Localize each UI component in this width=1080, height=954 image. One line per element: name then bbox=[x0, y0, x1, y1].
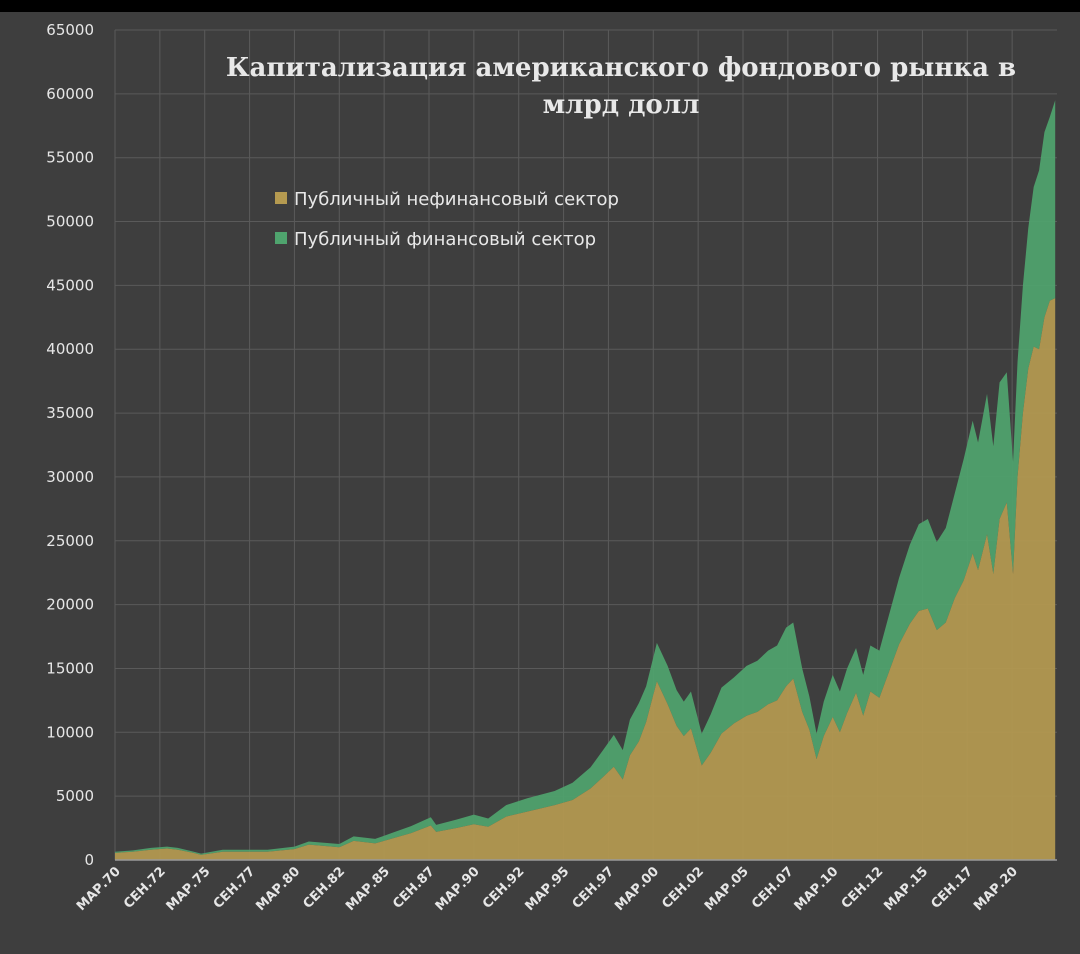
legend-swatch-nonfinancial bbox=[275, 192, 287, 204]
legend-swatch-financial bbox=[275, 232, 287, 244]
x-tick-label: СЕН.87 bbox=[390, 864, 438, 912]
chart-title-line-2: млрд долл bbox=[543, 90, 700, 120]
x-tick-label: МАР.05 bbox=[702, 864, 752, 914]
legend: Публичный нефинансовый сектор Публичный … bbox=[275, 189, 619, 250]
x-tick-label: МАР.95 bbox=[523, 864, 573, 914]
y-tick-label: 60000 bbox=[46, 85, 94, 103]
x-tick-label: СЕН.77 bbox=[211, 864, 259, 912]
x-tick-label: СЕН.82 bbox=[300, 864, 348, 912]
x-tick-label: МАР.20 bbox=[971, 864, 1021, 914]
legend-label-financial: Публичный финансовый сектор bbox=[294, 229, 596, 250]
y-tick-label: 50000 bbox=[46, 213, 94, 231]
x-tick-label: СЕН.12 bbox=[839, 864, 887, 912]
x-tick-label: СЕН.02 bbox=[659, 864, 707, 912]
chart-title: Капитализация американского фондового ры… bbox=[226, 53, 1016, 120]
y-tick-label: 25000 bbox=[46, 532, 94, 550]
x-tick-label: МАР.85 bbox=[343, 864, 393, 914]
y-tick-label: 10000 bbox=[46, 723, 94, 741]
y-tick-label: 0 bbox=[84, 851, 94, 869]
x-tick-label: МАР.70 bbox=[74, 864, 124, 914]
y-tick-label: 20000 bbox=[46, 596, 94, 614]
chart-frame: 0 5000 10000 15000 20000 25000 30000 35000 40000… bbox=[0, 12, 1080, 954]
y-tick-label: 65000 bbox=[46, 21, 94, 39]
y-tick-label: 5000 bbox=[56, 787, 94, 805]
chart-title-line-1: Капитализация американского фондового ры… bbox=[226, 53, 1016, 83]
series-area-nonfinancial bbox=[115, 298, 1056, 861]
area-layer bbox=[115, 100, 1056, 861]
x-tick-label: СЕН.17 bbox=[928, 864, 976, 912]
y-tick-label: 30000 bbox=[46, 468, 94, 486]
x-tick-label: МАР.00 bbox=[612, 864, 662, 914]
y-tick-label: 15000 bbox=[46, 659, 94, 677]
area-chart: 0 5000 10000 15000 20000 25000 30000 35000 40000… bbox=[46, 21, 1057, 914]
legend-label-nonfinancial: Публичный нефинансовый сектор bbox=[294, 189, 619, 210]
y-tick-label: 55000 bbox=[46, 149, 94, 167]
x-tick-label: СЕН.97 bbox=[570, 864, 618, 912]
y-tick-label: 40000 bbox=[46, 340, 94, 358]
x-tick-label: СЕН.92 bbox=[480, 864, 528, 912]
y-tick-label: 35000 bbox=[46, 404, 94, 422]
x-tick-label: МАР.10 bbox=[792, 864, 842, 914]
y-tick-label: 45000 bbox=[46, 276, 94, 294]
x-tick-label: МАР.15 bbox=[881, 864, 931, 914]
x-tick-label: МАР.90 bbox=[433, 864, 483, 914]
x-tick-label: СЕН.72 bbox=[121, 864, 169, 912]
x-tick-label: СЕН.07 bbox=[749, 864, 797, 912]
x-tick-label: МАР.80 bbox=[253, 864, 303, 914]
x-tick-label: МАР.75 bbox=[164, 864, 214, 914]
